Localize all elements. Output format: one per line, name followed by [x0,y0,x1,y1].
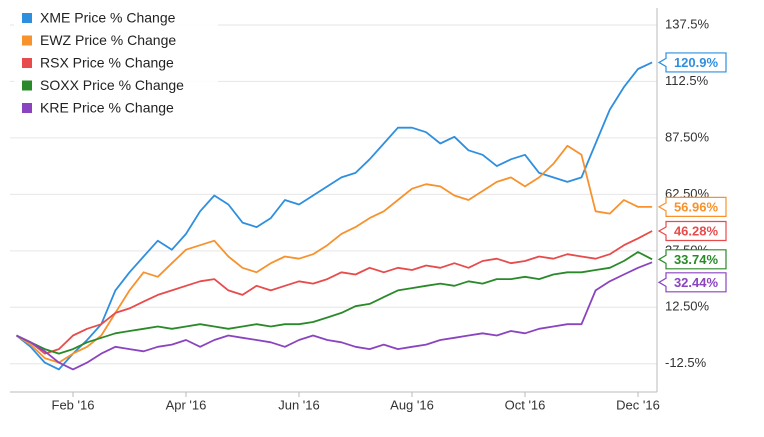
end-labels: 120.9% 56.96% 46.28% 33.74% 32.44% [657,52,727,293]
end-label-box [657,196,727,217]
legend-label: EWZ Price % Change [40,32,176,48]
y-tick-label: 87.50% [665,129,710,144]
x-tick-label: Oct '16 [505,397,546,412]
end-label: 56.96% [674,199,719,214]
series-line [15,61,653,371]
end-label-box [657,272,727,293]
legend-swatch [22,103,32,113]
end-label: 33.74% [674,252,719,267]
end-label-box [657,52,727,73]
legend-label: SOXX Price % Change [40,77,184,93]
y-tick-label: -12.5% [665,355,707,370]
axes: -12.5%12.50%37.50%62.50%87.50%112.5%137.… [10,8,710,412]
end-label: 32.44% [674,275,719,290]
end-label-box [657,249,727,270]
legend-swatch [22,58,32,68]
x-tick-label: Dec '16 [616,397,660,412]
legend-swatch [22,13,32,23]
end-label: 120.9% [674,55,719,70]
x-tick-label: Jun '16 [278,397,320,412]
legend-box [14,4,218,120]
legend-swatch [22,35,32,46]
legend: XME Price % Change EWZ Price % Change RSX … [14,4,218,120]
legend-label: RSX Price % Change [40,55,174,71]
x-tick-label: Aug '16 [390,397,434,412]
series-line [16,230,653,355]
x-tick-label: Feb '16 [52,397,95,412]
y-tick-label: 112.5% [665,73,709,88]
series-line [16,261,653,371]
end-label-box [657,220,727,242]
series-line [16,144,653,364]
series-line [16,251,653,355]
legend-swatch [22,80,32,91]
legend-label: XME Price % Change [40,10,176,26]
end-label: 46.28% [674,223,719,238]
y-tick-label: 137.5% [665,16,710,31]
y-tick-label: 12.50% [665,299,710,314]
x-tick-label: Apr '16 [166,397,207,412]
lines [15,61,653,371]
legend-label: KRE Price % Change [40,100,174,116]
